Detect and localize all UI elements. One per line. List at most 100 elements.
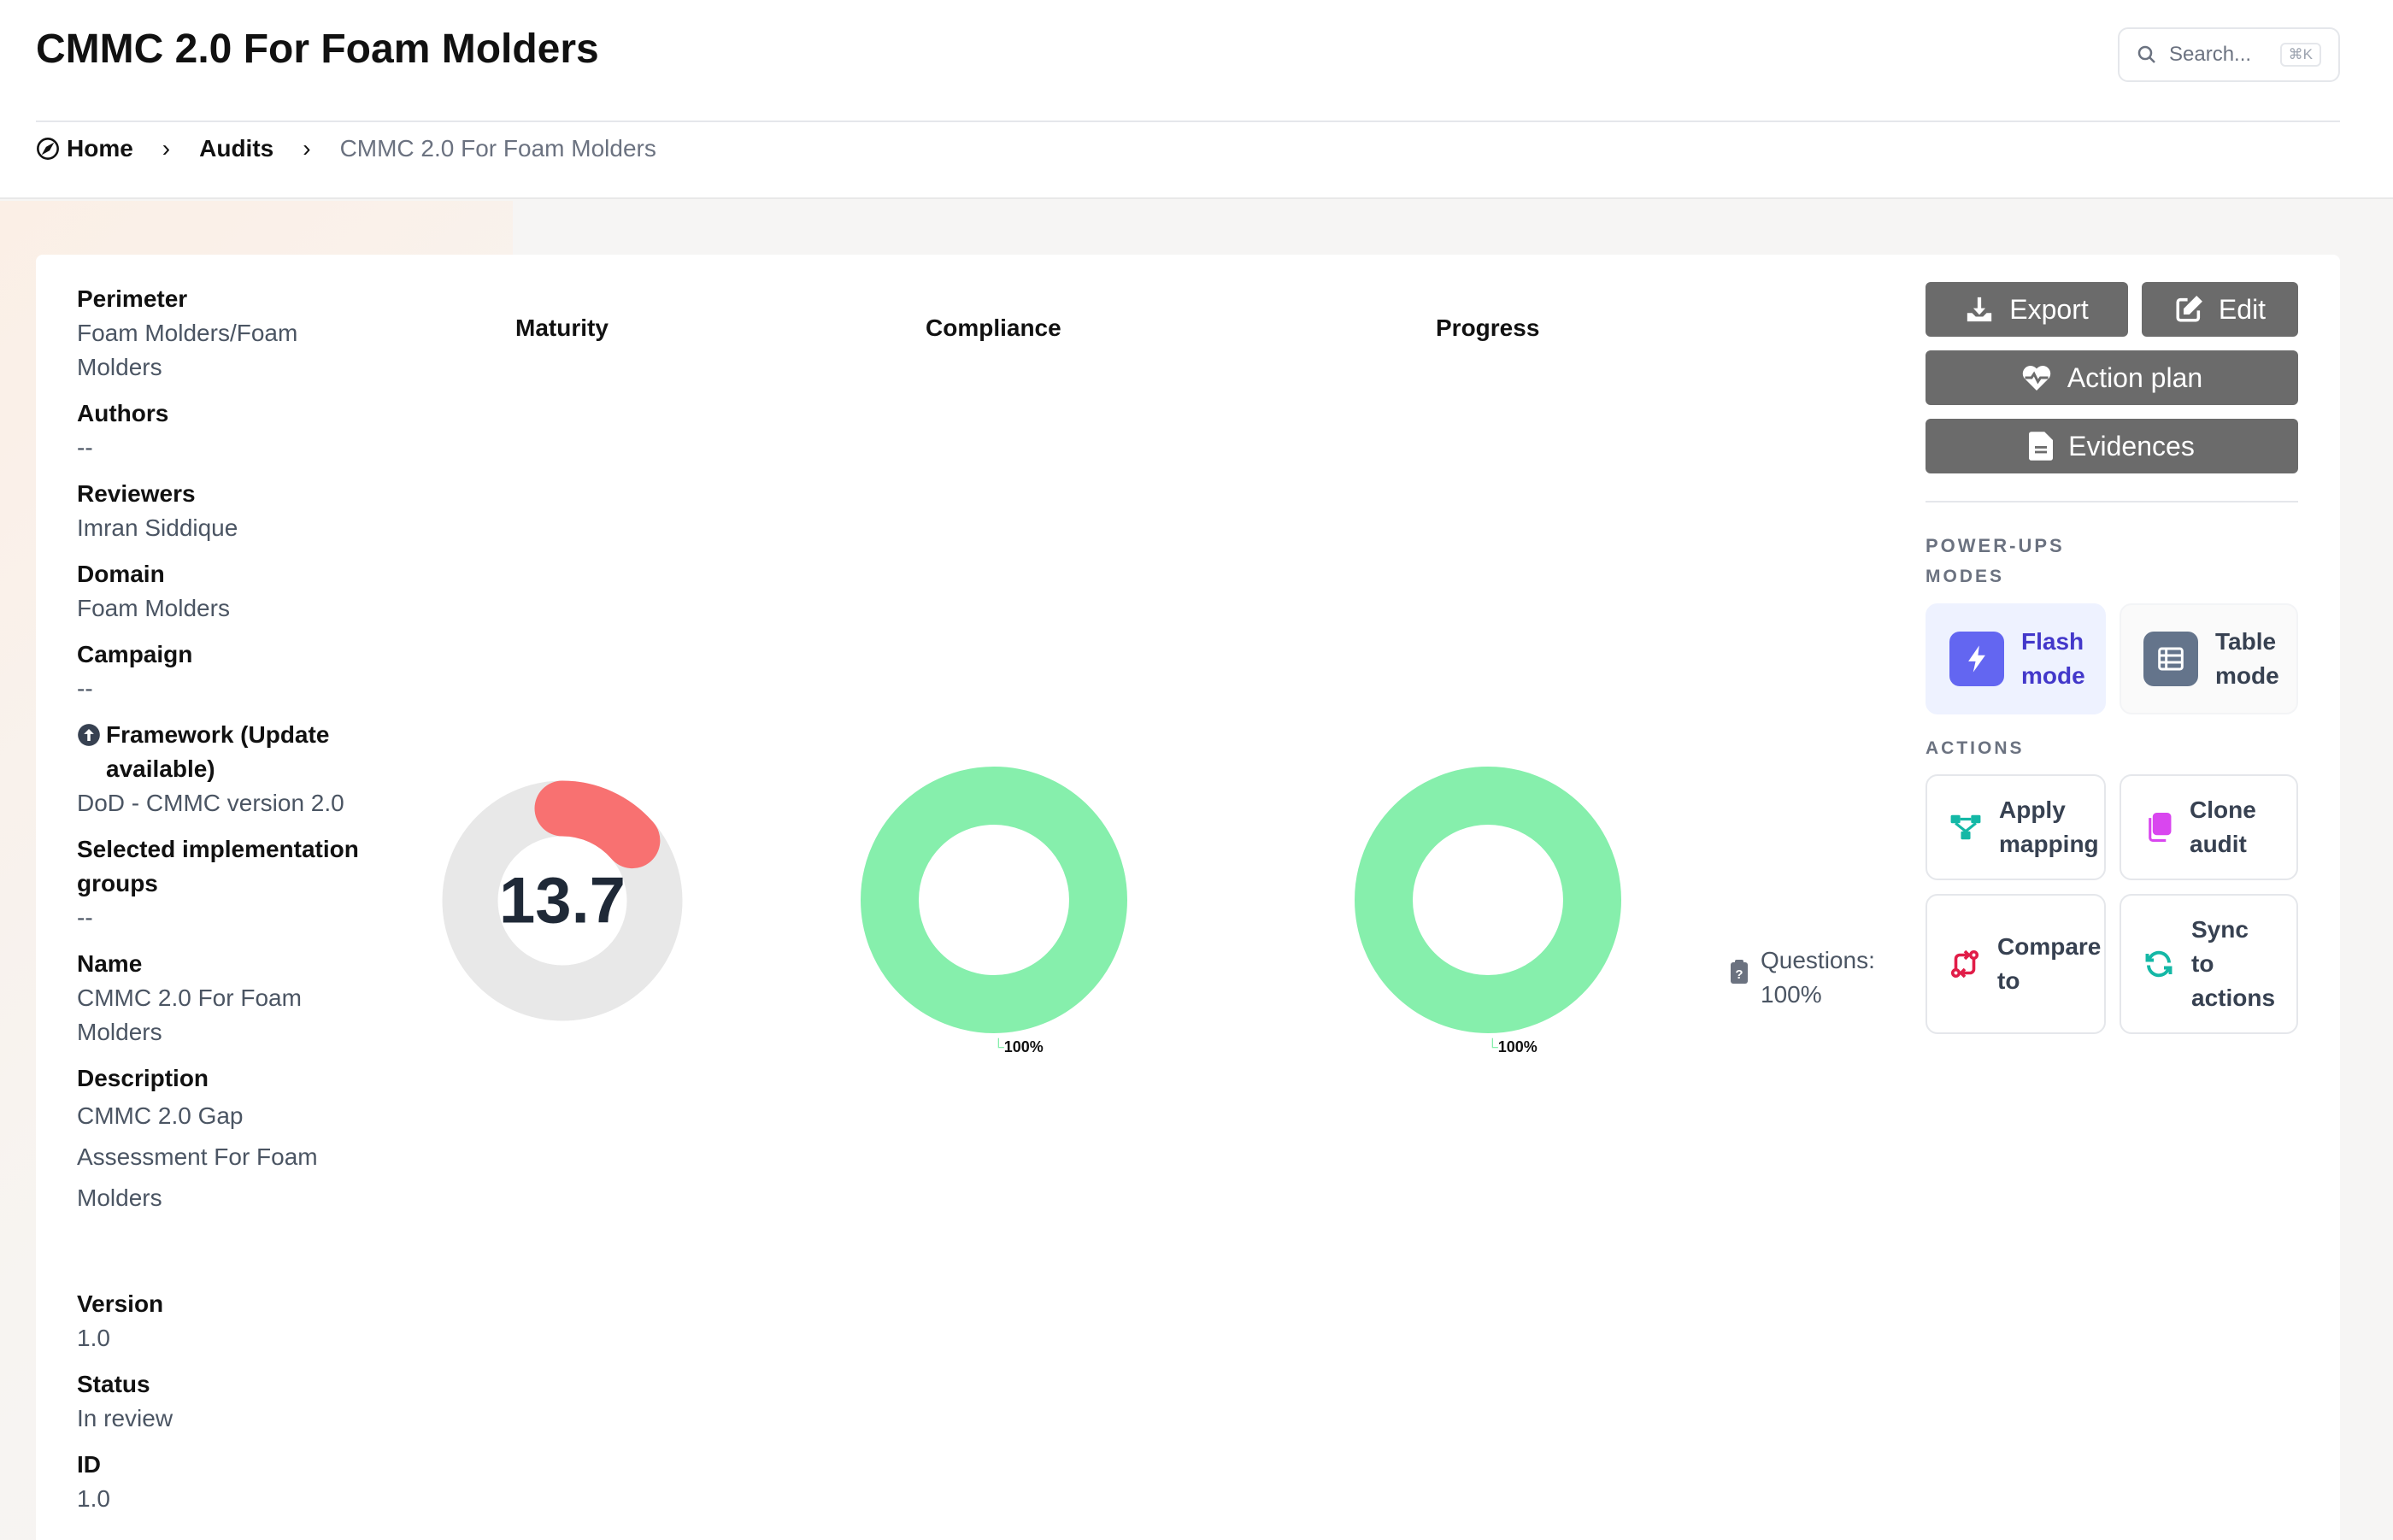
evidences-button-label: Evidences [2068, 430, 2195, 461]
meta-id-label: ID [77, 1451, 101, 1478]
clone-audit-label-line: audit [2190, 831, 2247, 857]
sync-icon [2143, 949, 2174, 979]
clone-audit-button[interactable]: Clone audit [2120, 774, 2298, 880]
meta-campaign-label: Campaign [77, 641, 193, 667]
flash-mode-button[interactable]: Flash mode [1926, 603, 2106, 714]
meta-description-label: Description [77, 1065, 209, 1091]
meta-framework-label-line: Framework (Update [106, 721, 330, 748]
compliance-donut-slice[interactable] [861, 767, 1127, 1033]
meta-description-value: CMMC 2.0 Gap Assessment For Foam Molders [77, 1096, 385, 1219]
heartbeat-icon [2022, 366, 2051, 391]
export-button-label: Export [2009, 293, 2089, 325]
flash-mode-label-line: Flash [2021, 628, 2084, 655]
apply-mapping-button[interactable]: Apply mapping [1926, 774, 2106, 880]
compliance-slice-label: └100% [993, 1038, 1044, 1055]
breadcrumb-separator: › [162, 135, 171, 162]
edit-button[interactable]: Edit [2142, 282, 2298, 337]
meta-perimeter-value-line: Foam Molders/Foam [77, 320, 298, 346]
compare-to-button[interactable]: Compare to [1926, 894, 2106, 1034]
meta-perimeter-value-line: Molders [77, 354, 162, 380]
evidences-button[interactable]: Evidences [1926, 419, 2298, 473]
meta-description-value-line: CMMC 2.0 Gap [77, 1102, 244, 1129]
sync-to-actions-label-line: actions [2191, 985, 2276, 1011]
compliance-donut-chart [861, 767, 1127, 1033]
meta-framework-value[interactable]: DoD - CMMC version 2.0 [77, 790, 344, 816]
maturity-gauge-value: 13.7 [499, 865, 626, 938]
meta-reviewers: Reviewers Imran Siddique [77, 477, 385, 545]
questions-progress: ? Questions: 100% [1730, 943, 1875, 1012]
export-button[interactable]: Export [1926, 282, 2128, 337]
compliance-slice-label-text: 100% [1003, 1038, 1044, 1055]
svg-text:?: ? [1735, 967, 1743, 982]
meta-reviewers-value: Imran Siddique [77, 514, 238, 541]
meta-version-value: 1.0 [77, 1325, 110, 1351]
update-arrow-icon [78, 724, 100, 746]
modes-heading: MODES [1926, 567, 2005, 586]
meta-description-value-line: Molders [77, 1184, 162, 1211]
compliance-chart-title: Compliance [926, 314, 1061, 341]
clipboard-question-icon: ? [1731, 960, 1748, 984]
progress-donut-chart [1355, 767, 1621, 1033]
meta-name-value-line: CMMC 2.0 For Foam [77, 985, 302, 1011]
progress-slice-label: └100% [1487, 1038, 1538, 1055]
meta-status: Status In review [77, 1367, 385, 1436]
meta-id-value: 1.0 [77, 1485, 110, 1512]
search-input[interactable]: Search... ⌘K [2118, 27, 2340, 82]
meta-authors-value: -- [77, 434, 93, 461]
progress-donut-slice[interactable] [1355, 767, 1621, 1033]
meta-framework: Framework (Update available) DoD - CMMC … [77, 718, 385, 820]
meta-domain-value[interactable]: Foam Molders [77, 595, 230, 621]
breadcrumb-home[interactable]: Home [36, 135, 133, 162]
meta-name-value-line: Molders [77, 1019, 162, 1045]
meta-groups-label: Selected implementation groups [77, 832, 385, 901]
meta-implementation-groups: Selected implementation groups -- [77, 832, 385, 935]
meta-id: ID 1.0 [77, 1448, 385, 1516]
meta-status-value: In review [77, 1405, 173, 1431]
search-placeholder: Search... [2169, 43, 2252, 66]
meta-groups-label-line: groups [77, 870, 158, 896]
table-mode-label-line: mode [2215, 662, 2279, 689]
clone-audit-label-line: Clone [2190, 796, 2256, 823]
meta-perimeter-value[interactable]: Foam Molders/Foam Molders [77, 316, 385, 385]
lightning-icon [1949, 632, 2004, 686]
progress-slice-label-text: 100% [1497, 1038, 1538, 1055]
powerups-divider [1926, 501, 2298, 503]
meta-campaign-value: -- [77, 675, 93, 702]
meta-groups-label-line: Selected implementation [77, 836, 359, 862]
questions-label: Questions: [1761, 947, 1875, 973]
document-icon [2029, 432, 2054, 461]
compare-arrows-icon [1949, 948, 1980, 980]
sync-to-actions-label-line: Sync [2191, 916, 2249, 943]
meta-version: Version 1.0 [77, 1287, 385, 1355]
action-plan-button[interactable]: Action plan [1926, 350, 2298, 405]
meta-name-label: Name [77, 950, 143, 977]
meta-reviewers-label: Reviewers [77, 480, 196, 507]
progress-chart-title: Progress [1436, 314, 1540, 341]
breadcrumb-audits[interactable]: Audits [199, 135, 274, 162]
meta-framework-label[interactable]: Framework (Update available) [77, 718, 385, 786]
maturity-gauge-value-arc[interactable] [534, 780, 661, 869]
questions-value: 100% [1761, 981, 1822, 1008]
table-mode-label-line: Table [2215, 628, 2277, 655]
action-plan-button-label: Action plan [2067, 361, 2203, 393]
compass-icon [37, 138, 59, 160]
meta-name-value: CMMC 2.0 For Foam Molders [77, 981, 385, 1049]
apply-mapping-label-line: mapping [1999, 831, 2099, 857]
meta-status-label: Status [77, 1371, 150, 1397]
meta-authors: Authors -- [77, 397, 385, 465]
edit-button-label: Edit [2218, 293, 2267, 325]
meta-perimeter-label: Perimeter [77, 285, 188, 312]
meta-description-value-line: Assessment For Foam [77, 1143, 318, 1170]
breadcrumb-home-label: Home [67, 135, 133, 162]
audit-metadata: Perimeter Foam Molders/Foam Molders Auth… [77, 282, 385, 1528]
meta-authors-label: Authors [77, 400, 169, 426]
compare-to-label-line: Compare [1997, 933, 2102, 960]
powerups-heading: POWER-UPS [1926, 535, 2065, 556]
maturity-gauge-chart: 13.7 [442, 780, 683, 1021]
table-icon [2143, 632, 2198, 686]
meta-framework-label-line: available) [106, 755, 215, 782]
sync-to-actions-button[interactable]: Sync to actions [2120, 894, 2298, 1034]
table-mode-button[interactable]: Table mode [2120, 603, 2298, 714]
meta-name: Name CMMC 2.0 For Foam Molders [77, 947, 385, 1049]
maturity-chart-title: Maturity [515, 314, 609, 341]
